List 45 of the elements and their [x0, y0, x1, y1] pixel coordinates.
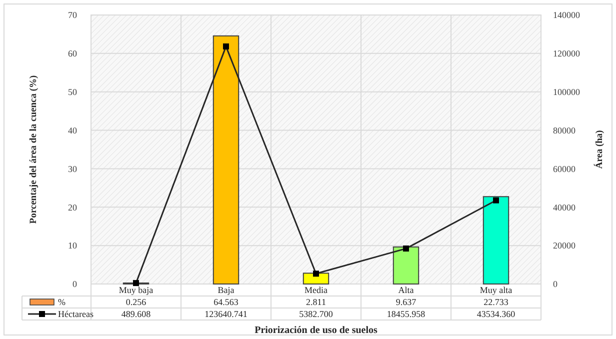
bar — [212, 35, 240, 284]
y2-tick-label: 20000 — [553, 240, 576, 251]
data-label: 43534.360 — [476, 309, 516, 320]
y-tick-label: 0 — [72, 279, 78, 290]
x-axis-title: Priorización de uso de suelos — [254, 325, 378, 336]
data-label: 0.256 — [126, 297, 147, 308]
data-label: 2.811 — [306, 297, 326, 308]
x-tick-label: Muy alta — [480, 285, 512, 295]
y2-tick-label: 120000 — [553, 48, 580, 59]
x-tick-label: Muy baja — [118, 285, 154, 295]
point — [403, 246, 409, 252]
bar — [392, 246, 420, 284]
point — [133, 280, 139, 286]
y2-tick-label: 0 — [553, 279, 558, 290]
bar — [302, 272, 330, 284]
y-tick-label: 30 — [68, 164, 78, 174]
x-tick-label: Baja — [218, 285, 234, 295]
y2-tick-label: 60000 — [553, 164, 576, 174]
point — [223, 43, 229, 50]
y-tick-label: 20 — [68, 202, 78, 212]
y2-tick-label: 40000 — [553, 202, 576, 212]
x-tick-label: Media — [304, 285, 328, 295]
data-label: 18455.958 — [386, 309, 426, 320]
y-tick-label: 10 — [68, 240, 78, 251]
data-label: 22.733 — [484, 297, 509, 308]
legend-label: Héctareas — [58, 309, 94, 320]
x-tick-label: Alta — [398, 285, 414, 295]
data-label: 489.608 — [121, 309, 152, 320]
data-label: 123640.741 — [204, 309, 248, 320]
y2-tick-label: 140000 — [553, 10, 580, 20]
bar — [482, 196, 510, 284]
y-tick-label: 50 — [68, 87, 78, 98]
point — [313, 270, 319, 277]
legend-label: % — [58, 297, 66, 308]
data-label: 5382.700 — [299, 309, 334, 320]
data-label: 9.637 — [396, 297, 417, 308]
y2-axis-title: Área (ha) — [593, 130, 605, 169]
y2-tick-label: 100000 — [553, 87, 580, 98]
y-tick-label: 60 — [68, 48, 78, 59]
y-axis-title: Porcentaje del área de la cuenca (%) — [29, 75, 39, 224]
y2-tick-label: 80000 — [553, 125, 576, 136]
data-label: 64.563 — [214, 297, 239, 308]
y-tick-label: 40 — [68, 125, 78, 136]
y-tick-label: 70 — [68, 10, 78, 20]
point — [493, 197, 499, 204]
